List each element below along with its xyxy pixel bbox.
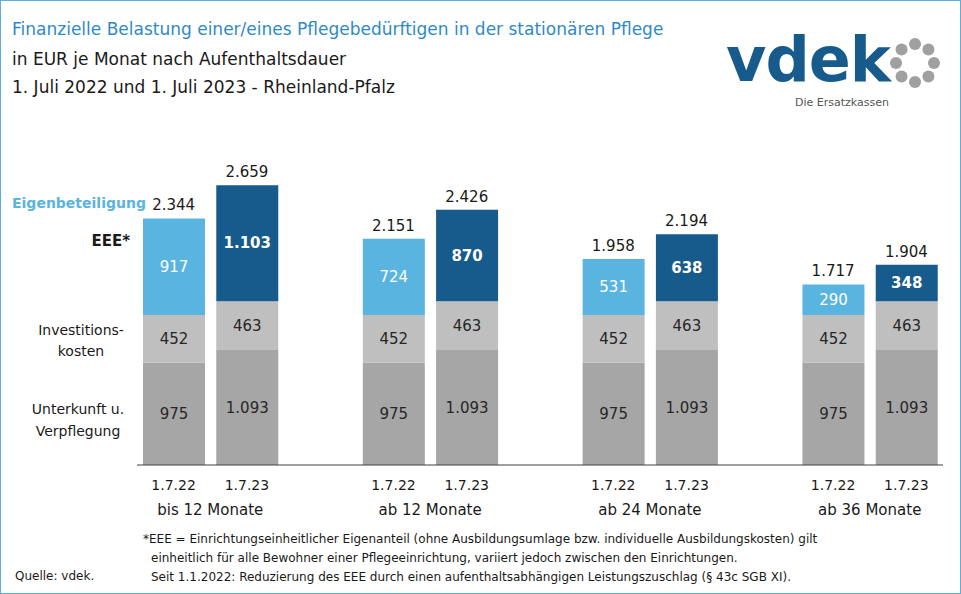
html-text:Seit 1.1.2022: Reduzierung des: Seit 1.1.2022: Reduzierung des EEE durch… xyxy=(151,570,791,584)
svg-text:452: 452 xyxy=(160,330,189,348)
svg-text:452: 452 xyxy=(599,330,628,348)
html-text:Verpflegung: Verpflegung xyxy=(35,423,121,439)
html-text:Unterkunft u.: Unterkunft u. xyxy=(31,401,125,417)
html-text:Eigenbeteiligung: Eigenbeteiligung xyxy=(12,195,146,211)
svg-text:1.7.22: 1.7.22 xyxy=(371,477,416,493)
svg-text:1.7.23: 1.7.23 xyxy=(225,477,270,493)
svg-text:975: 975 xyxy=(819,405,848,423)
svg-text:463: 463 xyxy=(233,317,262,335)
svg-text:870: 870 xyxy=(451,247,482,265)
svg-text:1.093: 1.093 xyxy=(885,399,928,417)
html-text:Quelle: vdek.: Quelle: vdek. xyxy=(15,569,95,583)
svg-text:1.7.22: 1.7.22 xyxy=(811,477,856,493)
svg-text:1.7.22: 1.7.22 xyxy=(151,477,196,493)
html-text:Die Ersatzkassen: Die Ersatzkassen xyxy=(795,96,889,109)
html-text:EEE*: EEE* xyxy=(91,232,130,250)
svg-text:1.904: 1.904 xyxy=(885,243,928,261)
svg-text:1.7.23: 1.7.23 xyxy=(664,477,709,493)
svg-text:1.958: 1.958 xyxy=(592,237,635,255)
svg-text:1.103: 1.103 xyxy=(224,234,271,252)
html-text:in EUR je Monat nach Aufenthal: in EUR je Monat nach Aufenthaltsdauer xyxy=(12,49,347,69)
svg-text:2.194: 2.194 xyxy=(665,212,708,230)
svg-text:975: 975 xyxy=(599,405,628,423)
svg-text:ab 24 Monate: ab 24 Monate xyxy=(598,501,701,519)
html-text:kosten: kosten xyxy=(57,343,105,359)
svg-text:1.7.22: 1.7.22 xyxy=(591,477,636,493)
svg-text:452: 452 xyxy=(379,330,408,348)
svg-text:2.659: 2.659 xyxy=(225,163,268,181)
svg-text:917: 917 xyxy=(160,258,189,276)
svg-text:975: 975 xyxy=(160,405,189,423)
svg-text:463: 463 xyxy=(673,317,702,335)
svg-text:348: 348 xyxy=(891,274,922,292)
html-text:1. Juli 2022 und 1. Juli 2023: 1. Juli 2022 und 1. Juli 2023 - Rheinlan… xyxy=(12,77,395,97)
svg-text:1.7.23: 1.7.23 xyxy=(444,477,489,493)
html-text:einheitlich für alle Bewohner: einheitlich für alle Bewohner einer Pfle… xyxy=(151,551,738,565)
svg-text:ab 12 Monate: ab 12 Monate xyxy=(378,501,481,519)
html-text:vdek: vdek xyxy=(726,23,891,96)
html-text:*EEE = Einrichtungseinheitlich: *EEE = Einrichtungseinheitlicher Eigenan… xyxy=(143,532,818,546)
svg-text:290: 290 xyxy=(819,291,848,309)
svg-text:2.426: 2.426 xyxy=(445,188,488,206)
svg-text:975: 975 xyxy=(379,405,408,423)
svg-text:1.093: 1.093 xyxy=(226,399,269,417)
svg-text:bis 12 Monate: bis 12 Monate xyxy=(157,501,263,519)
svg-text:2.151: 2.151 xyxy=(372,217,415,235)
svg-text:724: 724 xyxy=(379,268,408,286)
html-text:Finanzielle Belastung einer/ei: Finanzielle Belastung einer/eines Pflege… xyxy=(12,19,664,39)
svg-text:1.717: 1.717 xyxy=(812,262,855,280)
svg-text:531: 531 xyxy=(599,278,628,296)
svg-text:2.344: 2.344 xyxy=(152,196,195,214)
svg-text:ab 36 Monate: ab 36 Monate xyxy=(818,501,921,519)
html-text:Investitions-: Investitions- xyxy=(38,322,124,338)
svg-text:452: 452 xyxy=(819,330,848,348)
svg-text:638: 638 xyxy=(671,259,702,277)
svg-text:1.7.23: 1.7.23 xyxy=(884,477,929,493)
svg-text:463: 463 xyxy=(892,317,921,335)
svg-text:463: 463 xyxy=(453,317,482,335)
svg-text:1.093: 1.093 xyxy=(446,399,489,417)
svg-text:1.093: 1.093 xyxy=(665,399,708,417)
